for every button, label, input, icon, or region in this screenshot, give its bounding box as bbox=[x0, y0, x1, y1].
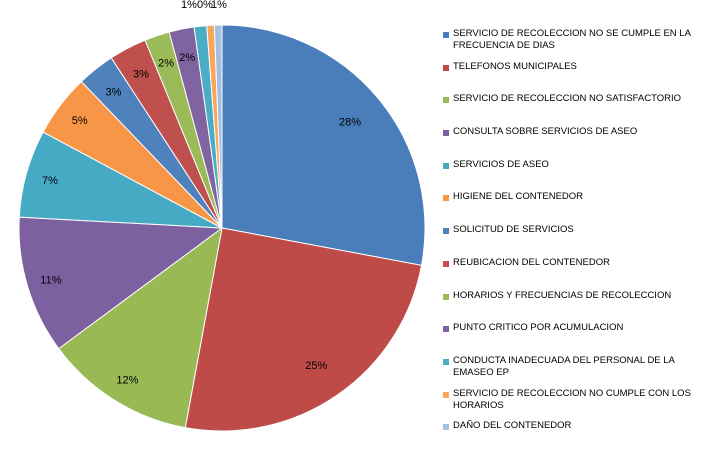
legend-label: REUBICACION DEL CONTENEDOR bbox=[453, 256, 610, 268]
slice-data-label: 2% bbox=[179, 52, 195, 64]
legend-swatch bbox=[443, 424, 449, 431]
slice-data-label: 7% bbox=[42, 175, 58, 187]
legend: SERVICIO DE RECOLECCION NO SE CUMPLE EN … bbox=[443, 28, 698, 453]
legend-item: SERVICIO DE RECOLECCION NO CUMPLE CON LO… bbox=[443, 388, 698, 421]
legend-label: TELEFONOS MUNICIPALES bbox=[453, 60, 577, 72]
pie-slice bbox=[221, 24, 426, 266]
legend-swatch bbox=[443, 130, 449, 137]
slice-data-label: 3% bbox=[133, 68, 149, 80]
pie-slice bbox=[213, 24, 223, 229]
legend-swatch bbox=[443, 293, 449, 300]
legend-swatch bbox=[443, 391, 449, 398]
pie-slice bbox=[58, 226, 223, 429]
legend-swatch bbox=[443, 195, 449, 202]
legend-swatch bbox=[443, 32, 449, 38]
legend-label: SERVICIO DE RECOLECCION NO CUMPLE CON LO… bbox=[453, 387, 691, 411]
legend-swatch bbox=[443, 228, 449, 235]
legend-swatch bbox=[443, 97, 449, 104]
legend-item: SERVICIO DE RECOLECCION NO SATISFACTORIO bbox=[443, 93, 698, 126]
slice-data-label: 25% bbox=[305, 360, 327, 372]
legend-label: HORARIOS Y FRECUENCIAS DE RECOLECCION bbox=[453, 289, 672, 301]
legend-label: SERVICIOS DE ASEO bbox=[453, 158, 549, 170]
legend-item: CONSULTA SOBRE SERVICIOS DE ASEO bbox=[443, 126, 698, 159]
legend-swatch bbox=[443, 64, 449, 71]
legend-item: HORARIOS Y FRECUENCIAS DE RECOLECCION bbox=[443, 290, 698, 323]
slice-data-label: 11% bbox=[40, 274, 61, 286]
slice-data-label: 5% bbox=[72, 115, 88, 127]
legend-item: SERVICIOS DE ASEO bbox=[443, 159, 698, 192]
legend-item: SERVICIO DE RECOLECCION NO SE CUMPLE EN … bbox=[443, 28, 698, 61]
legend-label: SOLICITUD DE SERVICIOS bbox=[453, 224, 574, 236]
slice-data-label: 1% bbox=[181, 0, 197, 11]
legend-item: TELEFONOS MUNICIPALES bbox=[443, 61, 698, 94]
legend-label: CONDUCTA INADECUADA DEL PERSONAL DE LA E… bbox=[453, 354, 675, 378]
slice-data-label: 0% bbox=[197, 0, 213, 11]
legend-item: CONDUCTA INADECUADA DEL PERSONAL DE LA E… bbox=[443, 355, 698, 388]
legend-label: SERVICIO DE RECOLECCION NO SE CUMPLE EN … bbox=[453, 28, 691, 51]
legend-label: SERVICIO DE RECOLECCION NO SATISFACTORIO bbox=[453, 93, 682, 105]
legend-item: DAÑO DEL CONTENEDOR bbox=[443, 420, 698, 453]
legend-swatch bbox=[443, 358, 449, 365]
legend-label: CONSULTA SOBRE SERVICIOS DE ASEO bbox=[453, 126, 638, 138]
legend-swatch bbox=[443, 326, 449, 333]
legend-label: DAÑO DEL CONTENEDOR bbox=[453, 420, 572, 432]
slice-data-label: 28% bbox=[339, 117, 361, 129]
slice-data-label: 2% bbox=[158, 58, 174, 70]
legend-swatch bbox=[443, 260, 449, 267]
slice-data-label: 3% bbox=[106, 86, 122, 98]
legend-label: HIGIENE DEL CONTENEDOR bbox=[453, 191, 584, 203]
pie-slice bbox=[184, 227, 423, 432]
pie-slice bbox=[18, 216, 224, 350]
legend-item: PUNTO CRITICO POR ACUMULACION bbox=[443, 322, 698, 355]
legend-item: SOLICITUD DE SERVICIOS bbox=[443, 224, 698, 257]
legend-item: REUBICACION DEL CONTENEDOR bbox=[443, 257, 698, 290]
slice-data-label: 1% bbox=[211, 0, 227, 11]
legend-label: PUNTO CRITICO POR ACUMULACION bbox=[453, 322, 624, 334]
slice-data-label: 12% bbox=[116, 375, 138, 387]
pie-plot: 28% 25% 12% 11% 7% 5% 3% 3% 2% 2% 1% 0%1% bbox=[18, 0, 426, 432]
legend-swatch bbox=[443, 162, 449, 169]
legend-item: HIGIENE DEL CONTENEDOR bbox=[443, 191, 698, 224]
